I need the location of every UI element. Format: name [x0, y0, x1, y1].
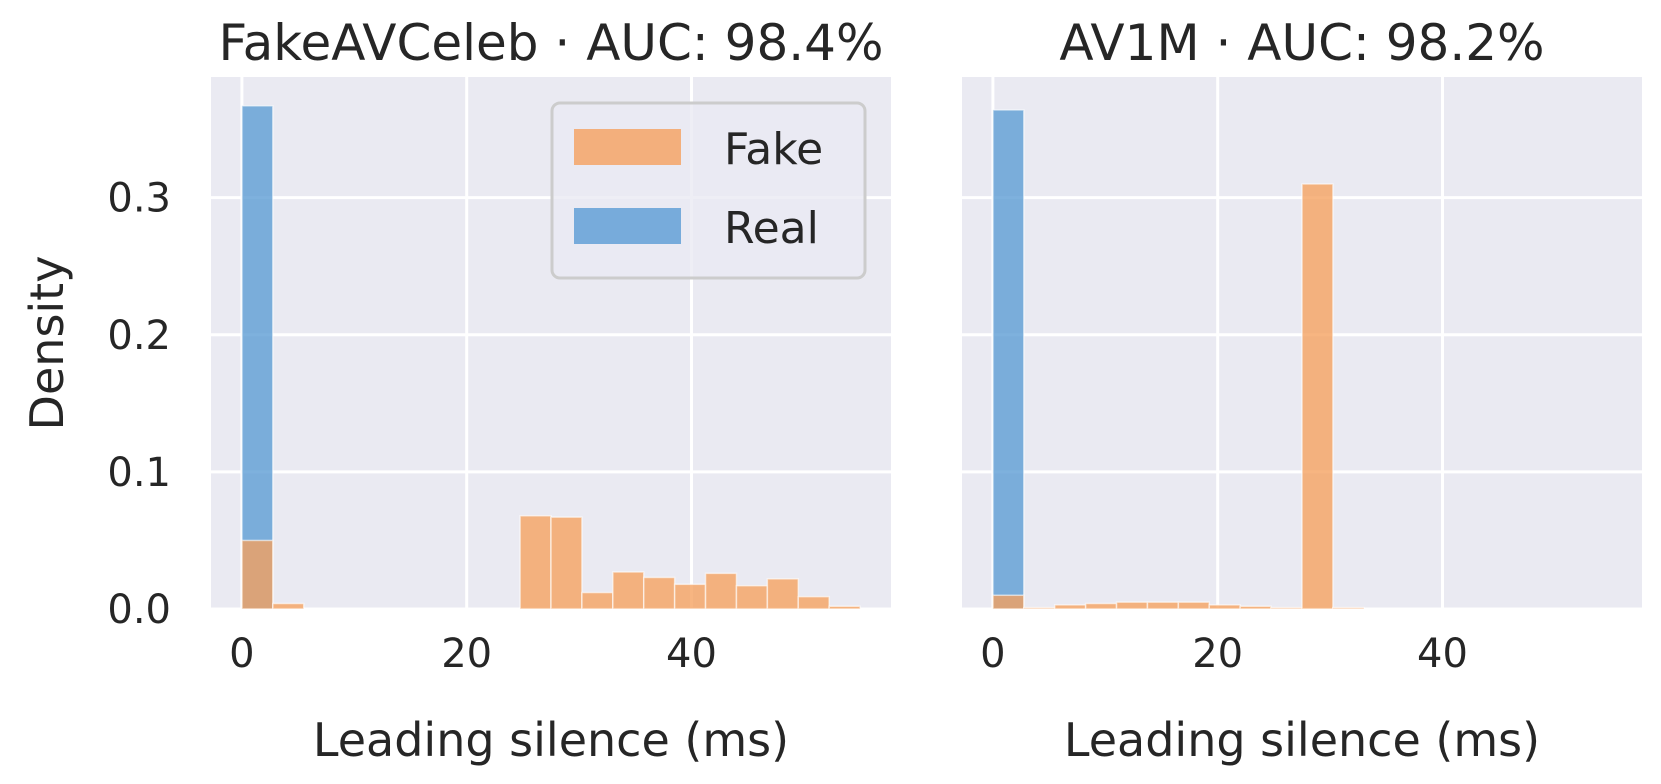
chart-title-av1m: AV1M · AUC: 98.2%	[1059, 14, 1544, 72]
bar-fake	[704, 572, 738, 610]
panel-av1m: 0 20 40 AV1M · AUC: 98.2% Leading silence …	[962, 14, 1642, 767]
bar-fake	[992, 594, 1025, 610]
bar-fake	[241, 539, 274, 610]
bars-av1m	[992, 109, 1365, 610]
bar-fake	[1239, 605, 1272, 610]
legend-swatch-fake	[574, 129, 681, 165]
bar-fake	[519, 515, 552, 610]
bar-fake	[797, 595, 830, 610]
x-tick-label: 40	[1417, 631, 1468, 677]
bar-fake	[1332, 606, 1365, 610]
x-axis-label-fakeavceleb: Leading silence (ms)	[313, 713, 789, 767]
legend-label-fake: Fake	[724, 124, 823, 175]
x-tick-label: 0	[980, 631, 1005, 677]
bar-fake	[673, 583, 707, 610]
y-tick-labels: 0.0 0.1 0.2 0.3	[107, 176, 171, 633]
bar-fake	[1023, 606, 1056, 610]
x-tick-label: 40	[666, 631, 717, 677]
x-axis-label-av1m: Leading silence (ms)	[1064, 713, 1540, 767]
y-tick-label: 0.3	[107, 176, 171, 222]
bar-fake	[735, 584, 769, 610]
x-tick-label: 20	[441, 631, 492, 677]
y-tick-label: 0.0	[107, 587, 171, 633]
x-tick-label: 20	[1192, 631, 1243, 677]
y-axis-label: Density	[20, 256, 74, 431]
bar-fake	[550, 516, 583, 610]
bar-fake	[1053, 604, 1087, 610]
bar-real	[241, 105, 274, 610]
bar-fake	[1115, 601, 1149, 610]
bar-fake	[1208, 604, 1241, 610]
bars-fakeavceleb	[241, 105, 861, 610]
y-tick-label: 0.2	[107, 313, 171, 359]
x-tick-label: 0	[229, 631, 254, 677]
bar-fake	[612, 571, 645, 610]
bar-fake	[642, 576, 676, 610]
y-tick-label: 0.1	[107, 450, 171, 496]
bar-fake	[1146, 601, 1180, 610]
bar-fake	[1270, 606, 1303, 610]
bar-fake	[272, 602, 305, 610]
legend-swatch-real	[574, 208, 681, 244]
bar-fake	[1301, 183, 1334, 610]
bar-fake	[1177, 601, 1211, 610]
panel-fakeavceleb: 0 20 40 0.0 0.1 0.2 0.3 FakeAVCeleb · AUC: 98…	[20, 14, 891, 767]
chart-title-fakeavceleb: FakeAVCeleb · AUC: 98.4%	[219, 14, 884, 72]
bar-fake	[581, 591, 614, 610]
legend-label-real: Real	[724, 203, 819, 254]
bar-fake	[828, 605, 861, 610]
legend: Fake Real	[550, 101, 867, 280]
bar-fake	[1084, 602, 1118, 610]
x-tick-labels-fakeavceleb: 0 20 40	[229, 631, 717, 677]
bar-real	[992, 109, 1025, 610]
bar-fake	[766, 578, 800, 610]
x-tick-labels-av1m: 0 20 40	[980, 631, 1468, 677]
